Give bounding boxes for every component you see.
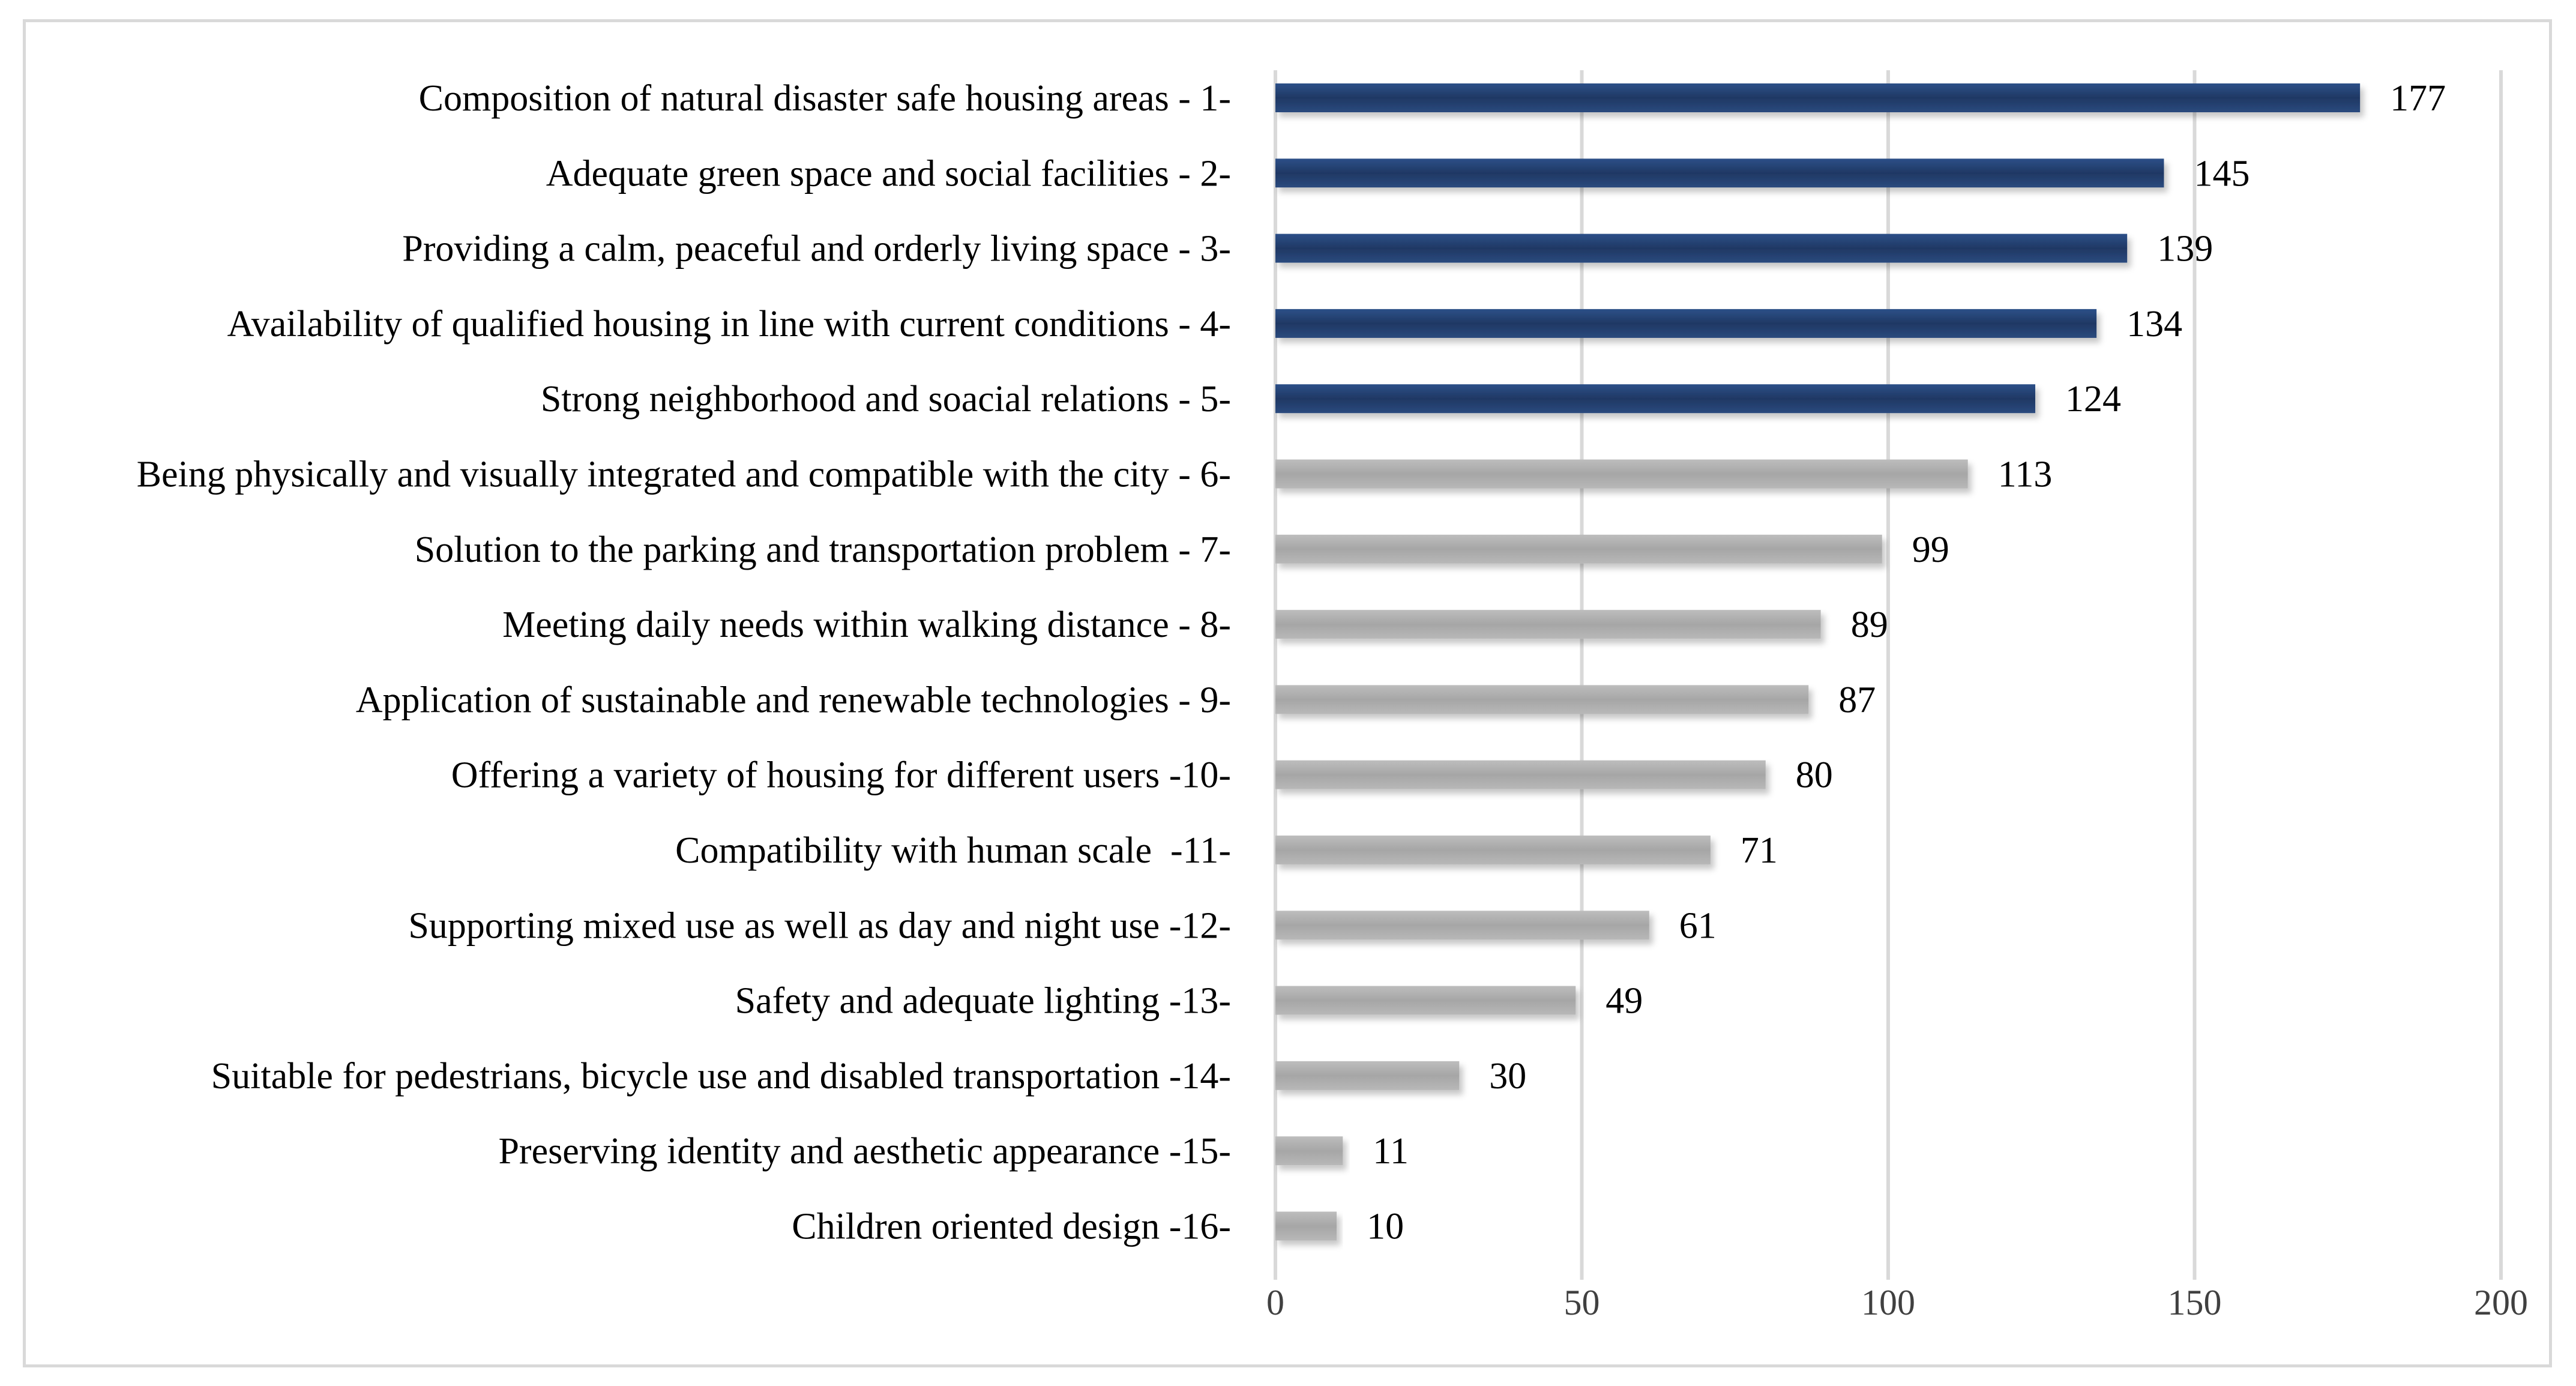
value-label: 71 (1741, 830, 1778, 871)
x-tick-label: 50 (1564, 1283, 1600, 1322)
bar (1275, 836, 1711, 864)
bar (1275, 83, 2361, 112)
category-labels: Composition of natural disaster safe hou… (137, 78, 1231, 1247)
category-label: Availability of qualified housing in lin… (227, 304, 1231, 345)
x-tick-label: 0 (1266, 1283, 1284, 1322)
category-label: Composition of natural disaster safe hou… (419, 78, 1231, 119)
bar (1275, 760, 1766, 789)
bar (1275, 1061, 1460, 1090)
category-label: Supporting mixed use as well as day and … (408, 905, 1231, 946)
bar (1275, 1211, 1337, 1241)
category-label: Children oriented design -16- (792, 1207, 1231, 1247)
category-label: Adequate green space and social faciliti… (546, 153, 1231, 194)
bar (1275, 911, 1649, 940)
category-label: Preserving identity and aesthetic appear… (498, 1131, 1231, 1172)
value-label: 177 (2390, 78, 2446, 119)
value-label: 139 (2157, 229, 2213, 270)
x-tick-label: 150 (2168, 1283, 2222, 1322)
bar (1275, 234, 2128, 263)
value-label: 80 (1796, 755, 1833, 796)
value-label: 145 (2194, 153, 2249, 194)
category-label: Meeting daily needs within walking dista… (502, 604, 1231, 645)
value-label: 87 (1838, 679, 1876, 720)
x-axis-tick-labels: 0 50 100 150 200 (1266, 1283, 2528, 1322)
category-label: Application of sustainable and renewable… (356, 679, 1231, 720)
bar (1275, 384, 2036, 414)
bar (1275, 459, 1968, 489)
value-label: 49 (1605, 981, 1643, 1022)
bars (1275, 83, 2361, 1241)
value-label: 99 (1912, 529, 1949, 570)
bar (1275, 158, 2164, 188)
value-label: 61 (1679, 905, 1717, 946)
category-label: Compatibility with human scale -11- (675, 830, 1231, 871)
category-label: Suitable for pedestrians, bicycle use an… (211, 1056, 1231, 1097)
bar (1275, 986, 1576, 1015)
value-label: 89 (1851, 604, 1888, 645)
chart-frame: Composition of natural disaster safe hou… (23, 19, 2552, 1367)
value-label: 134 (2126, 304, 2182, 345)
bar (1275, 534, 1882, 564)
category-label: Providing a calm, peaceful and orderly l… (402, 229, 1231, 270)
category-label: Being physically and visually integrated… (137, 454, 1231, 495)
bar (1275, 309, 2097, 338)
bar (1275, 1136, 1343, 1166)
category-label: Strong neighborhood and soacial relation… (541, 379, 1231, 420)
value-label: 124 (2065, 379, 2121, 420)
category-label: Offering a variety of housing for differ… (451, 755, 1231, 796)
category-label: Safety and adequate lighting -13- (735, 981, 1231, 1022)
value-label: 11 (1373, 1131, 1409, 1172)
x-tick-label: 100 (1861, 1283, 1915, 1322)
bar (1275, 685, 1809, 714)
bar-chart: Composition of natural disaster safe hou… (137, 70, 2528, 1322)
x-tick-label: 200 (2474, 1283, 2528, 1322)
value-label: 10 (1367, 1207, 1404, 1247)
value-label: 113 (1998, 454, 2053, 495)
bar (1275, 610, 1821, 639)
category-label: Solution to the parking and transportati… (415, 529, 1231, 570)
value-label: 30 (1489, 1056, 1526, 1097)
